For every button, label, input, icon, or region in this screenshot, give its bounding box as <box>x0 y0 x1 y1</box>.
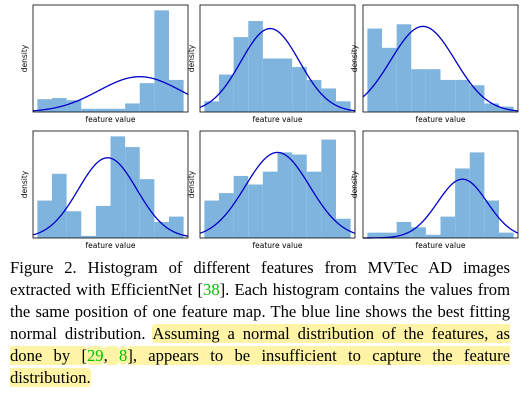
bar <box>125 147 140 238</box>
bar <box>440 216 456 238</box>
bar <box>425 234 441 238</box>
fit-curve <box>199 151 356 234</box>
bar <box>277 58 293 112</box>
bar <box>306 171 322 238</box>
bar <box>396 221 412 238</box>
fit-curve <box>363 178 519 239</box>
bar <box>95 108 111 112</box>
bar <box>248 21 263 112</box>
x-axis-label: feature value <box>416 115 466 124</box>
y-axis-label: density <box>187 44 196 72</box>
bar <box>139 83 155 112</box>
bar <box>248 184 263 238</box>
caption-text: Figure 2. Histogram of different feature… <box>10 258 510 299</box>
bar <box>204 101 220 112</box>
bar <box>455 79 470 112</box>
bar <box>498 232 514 238</box>
bar <box>292 67 307 112</box>
fit-curve <box>362 25 519 112</box>
x-axis-label: feature value <box>253 115 303 124</box>
frame <box>199 130 356 239</box>
bar <box>321 139 336 238</box>
bar <box>125 103 140 112</box>
bar <box>335 218 351 238</box>
bar <box>168 79 184 112</box>
bar <box>440 79 456 112</box>
bar <box>81 235 96 238</box>
bar <box>306 79 322 112</box>
bar <box>382 232 397 238</box>
bar <box>396 24 412 112</box>
x-axis-label: feature value <box>253 241 303 250</box>
bar <box>411 69 426 112</box>
citation[interactable]: 38 <box>203 280 220 299</box>
bar <box>367 28 383 112</box>
bar <box>335 101 351 112</box>
bar <box>469 85 485 112</box>
bar <box>262 58 278 112</box>
bar <box>66 211 82 238</box>
bar <box>469 152 485 238</box>
bar <box>292 154 307 238</box>
y-axis-label: density <box>187 170 196 198</box>
x-axis-label: feature value <box>86 115 136 124</box>
x-axis-label: feature value <box>416 241 466 250</box>
x-axis-label: feature value <box>86 241 136 250</box>
bar <box>110 108 126 112</box>
bar <box>81 108 96 112</box>
bar <box>382 47 397 112</box>
frame <box>32 130 189 239</box>
bar <box>95 205 111 238</box>
bar <box>66 100 82 112</box>
bar <box>411 227 426 238</box>
figure: feature value density feature value density… <box>20 4 519 250</box>
bar <box>233 175 249 238</box>
fit-curve <box>32 76 189 112</box>
bar <box>219 74 234 112</box>
bar <box>277 152 293 238</box>
citation[interactable]: 8 <box>119 346 128 365</box>
caption-text: , <box>103 346 120 365</box>
citation[interactable]: 29 <box>86 346 104 365</box>
y-axis-label: density <box>20 44 29 72</box>
frame <box>32 4 189 113</box>
caption: Figure 2. Histogram of different feature… <box>10 257 510 389</box>
bar <box>204 200 220 238</box>
frame <box>362 130 519 239</box>
bar <box>168 216 184 238</box>
bar <box>455 168 470 238</box>
bar <box>484 103 499 112</box>
bar <box>52 173 67 238</box>
fit-curve <box>199 27 356 112</box>
bar <box>154 10 169 113</box>
y-axis-label: density <box>350 170 359 198</box>
bar <box>425 69 441 112</box>
bar <box>52 98 67 112</box>
frame <box>199 4 356 113</box>
y-axis-label: density <box>350 44 359 72</box>
frame <box>362 4 519 113</box>
bar <box>233 37 249 112</box>
bar <box>367 232 383 238</box>
bar <box>219 193 234 238</box>
y-axis-label: density <box>20 170 29 198</box>
bar <box>139 179 155 238</box>
fit-curve <box>32 157 189 237</box>
bar <box>110 136 126 238</box>
bar <box>484 200 499 238</box>
caption-text: ]. Each histogram contains the values fr… <box>10 280 510 343</box>
bar <box>262 171 278 238</box>
bar <box>37 200 53 238</box>
